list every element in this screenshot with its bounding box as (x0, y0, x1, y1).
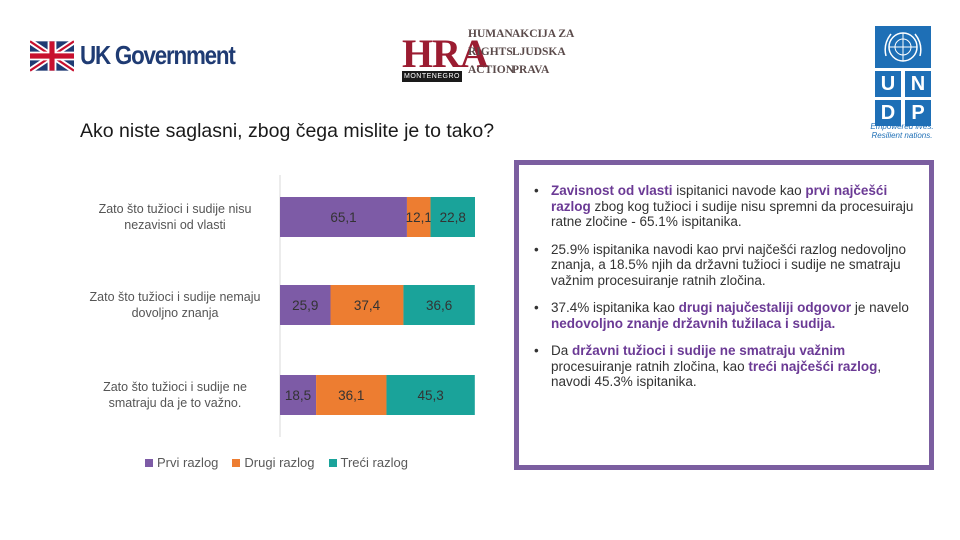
uk-government-text: UK Government (80, 40, 236, 70)
hra-letters: HRA (402, 31, 489, 76)
undp-letter: U (875, 71, 901, 97)
bar-segment (280, 285, 331, 325)
un-emblem (875, 26, 931, 68)
hra-line: ACTION (468, 64, 515, 76)
hra-mark: HRA MONTENEGRO (400, 28, 489, 82)
bar-segment (330, 285, 404, 325)
summary-bullet: Zavisnost od vlasti ispitanici navode ka… (529, 183, 919, 230)
legend-item: Treći razlog (328, 455, 408, 470)
undp-letter: N (905, 71, 931, 97)
undp-tagline: Empowered lives. Resilient nations. (870, 122, 934, 140)
union-jack-flag-icon (30, 38, 74, 74)
un-globe-icon (884, 32, 922, 62)
category-label: Zato što tužioci i sudije nemaju dovoljno… (90, 290, 261, 320)
legend-swatch (145, 458, 153, 467)
slide-title: Ako niste saglasni, zbog čega mislite je… (80, 120, 495, 142)
bullet-text: ispitanici navode kao (672, 183, 806, 198)
bar-segment (316, 375, 387, 415)
category-label: Zato što tužioci i sudije nisu nezavisni … (99, 202, 252, 232)
highlighted-text: nedovoljno znanje državnih tužilaca i su… (551, 315, 836, 331)
undp-letter: D (875, 100, 901, 126)
highlighted-text: Zavisnost od vlasti (551, 183, 673, 198)
bar-value-label: 18,5 (285, 388, 311, 403)
bar-segment (280, 197, 407, 237)
hra-logo: HRA MONTENEGRO HUMAN RIGHTS ACTION AKCIJ… (400, 28, 574, 84)
summary-bullets: Zavisnost od vlasti ispitanici navode ka… (529, 183, 919, 390)
bar-value-label: 25,9 (292, 298, 318, 313)
bullet-text: procesuiranje ratnih zločina, kao (551, 358, 749, 374)
hra-line: AKCIJA ZA (512, 28, 575, 40)
uk-government-logo: UK Government (30, 38, 240, 76)
highlighted-text: prvi najčešći razlog (551, 183, 888, 214)
bullet-text: 37.4% ispitanika kao (551, 300, 679, 315)
legend-item: Drugi razlog (232, 455, 315, 470)
hra-line: LJUDSKA (512, 46, 566, 58)
undp-letter: P (905, 100, 931, 126)
bar-segment (386, 375, 475, 415)
legend-item: Prvi razlog (145, 455, 218, 470)
legend-label: Prvi razlog (157, 455, 219, 470)
category-label: Zato što tužioci i sudije ne smatraju da … (103, 380, 247, 410)
bullet-text: zbog kog tužioci i sudije nisu spremni d… (551, 198, 914, 230)
bar-value-label: 65,1 (330, 210, 356, 225)
bullet-text: je navelo (851, 300, 909, 315)
summary-panel: Zavisnost od vlasti ispitanici navode ka… (514, 160, 934, 470)
bar-segment (280, 375, 317, 415)
legend-label: Treći razlog (340, 455, 408, 470)
highlighted-text: drugi najučestaliji odgovor (678, 300, 852, 315)
summary-bullet: Da državni tužioci i sudije ne smatraju … (529, 343, 919, 390)
bar-segment (406, 197, 431, 237)
hra-line: RIGHTS (468, 46, 513, 58)
hra-line: HUMAN (468, 28, 513, 40)
highlighted-text: treći najčešći razlog (748, 358, 878, 374)
chart-legend: Prvi razlog Drugi razlog Treći razlog (145, 455, 408, 470)
highlighted-text: državni tužioci i sudije ne smatraju važ… (572, 343, 846, 358)
bar-value-label: 36,6 (426, 298, 452, 313)
bullet-text: , navodi 45.3% ispitanika. (551, 358, 882, 390)
legend-swatch (232, 458, 241, 467)
hra-montenegro: MONTENEGRO (402, 71, 462, 82)
bar-value-label: 12,1 (406, 210, 432, 225)
bar-value-label: 36,1 (338, 388, 364, 403)
summary-bullet: 25.9% ispitanika navodi kao prvi najčešć… (529, 242, 919, 289)
bar-value-label: 22,8 (440, 210, 466, 225)
bar-segment (430, 197, 475, 237)
bullet-text: 25.9% ispitanika navodi kao prvi najčešć… (551, 241, 906, 288)
summary-bullet: 37.4% ispitanika kao drugi najučestaliji… (529, 300, 919, 331)
bar-value-label: 45,3 (417, 388, 443, 403)
legend-label: Drugi razlog (244, 455, 315, 470)
bar-segment (403, 285, 475, 325)
bar-value-label: 37,4 (354, 298, 381, 313)
legend-swatch (328, 458, 337, 467)
undp-logo: U N D P Empowered lives. Resilient natio… (870, 26, 934, 140)
bullet-text: Da (551, 343, 573, 358)
hra-line: PRAVA (512, 64, 550, 76)
stacked-bar-chart: Zato što tužioci i sudije nisu nezavisni … (90, 175, 475, 437)
